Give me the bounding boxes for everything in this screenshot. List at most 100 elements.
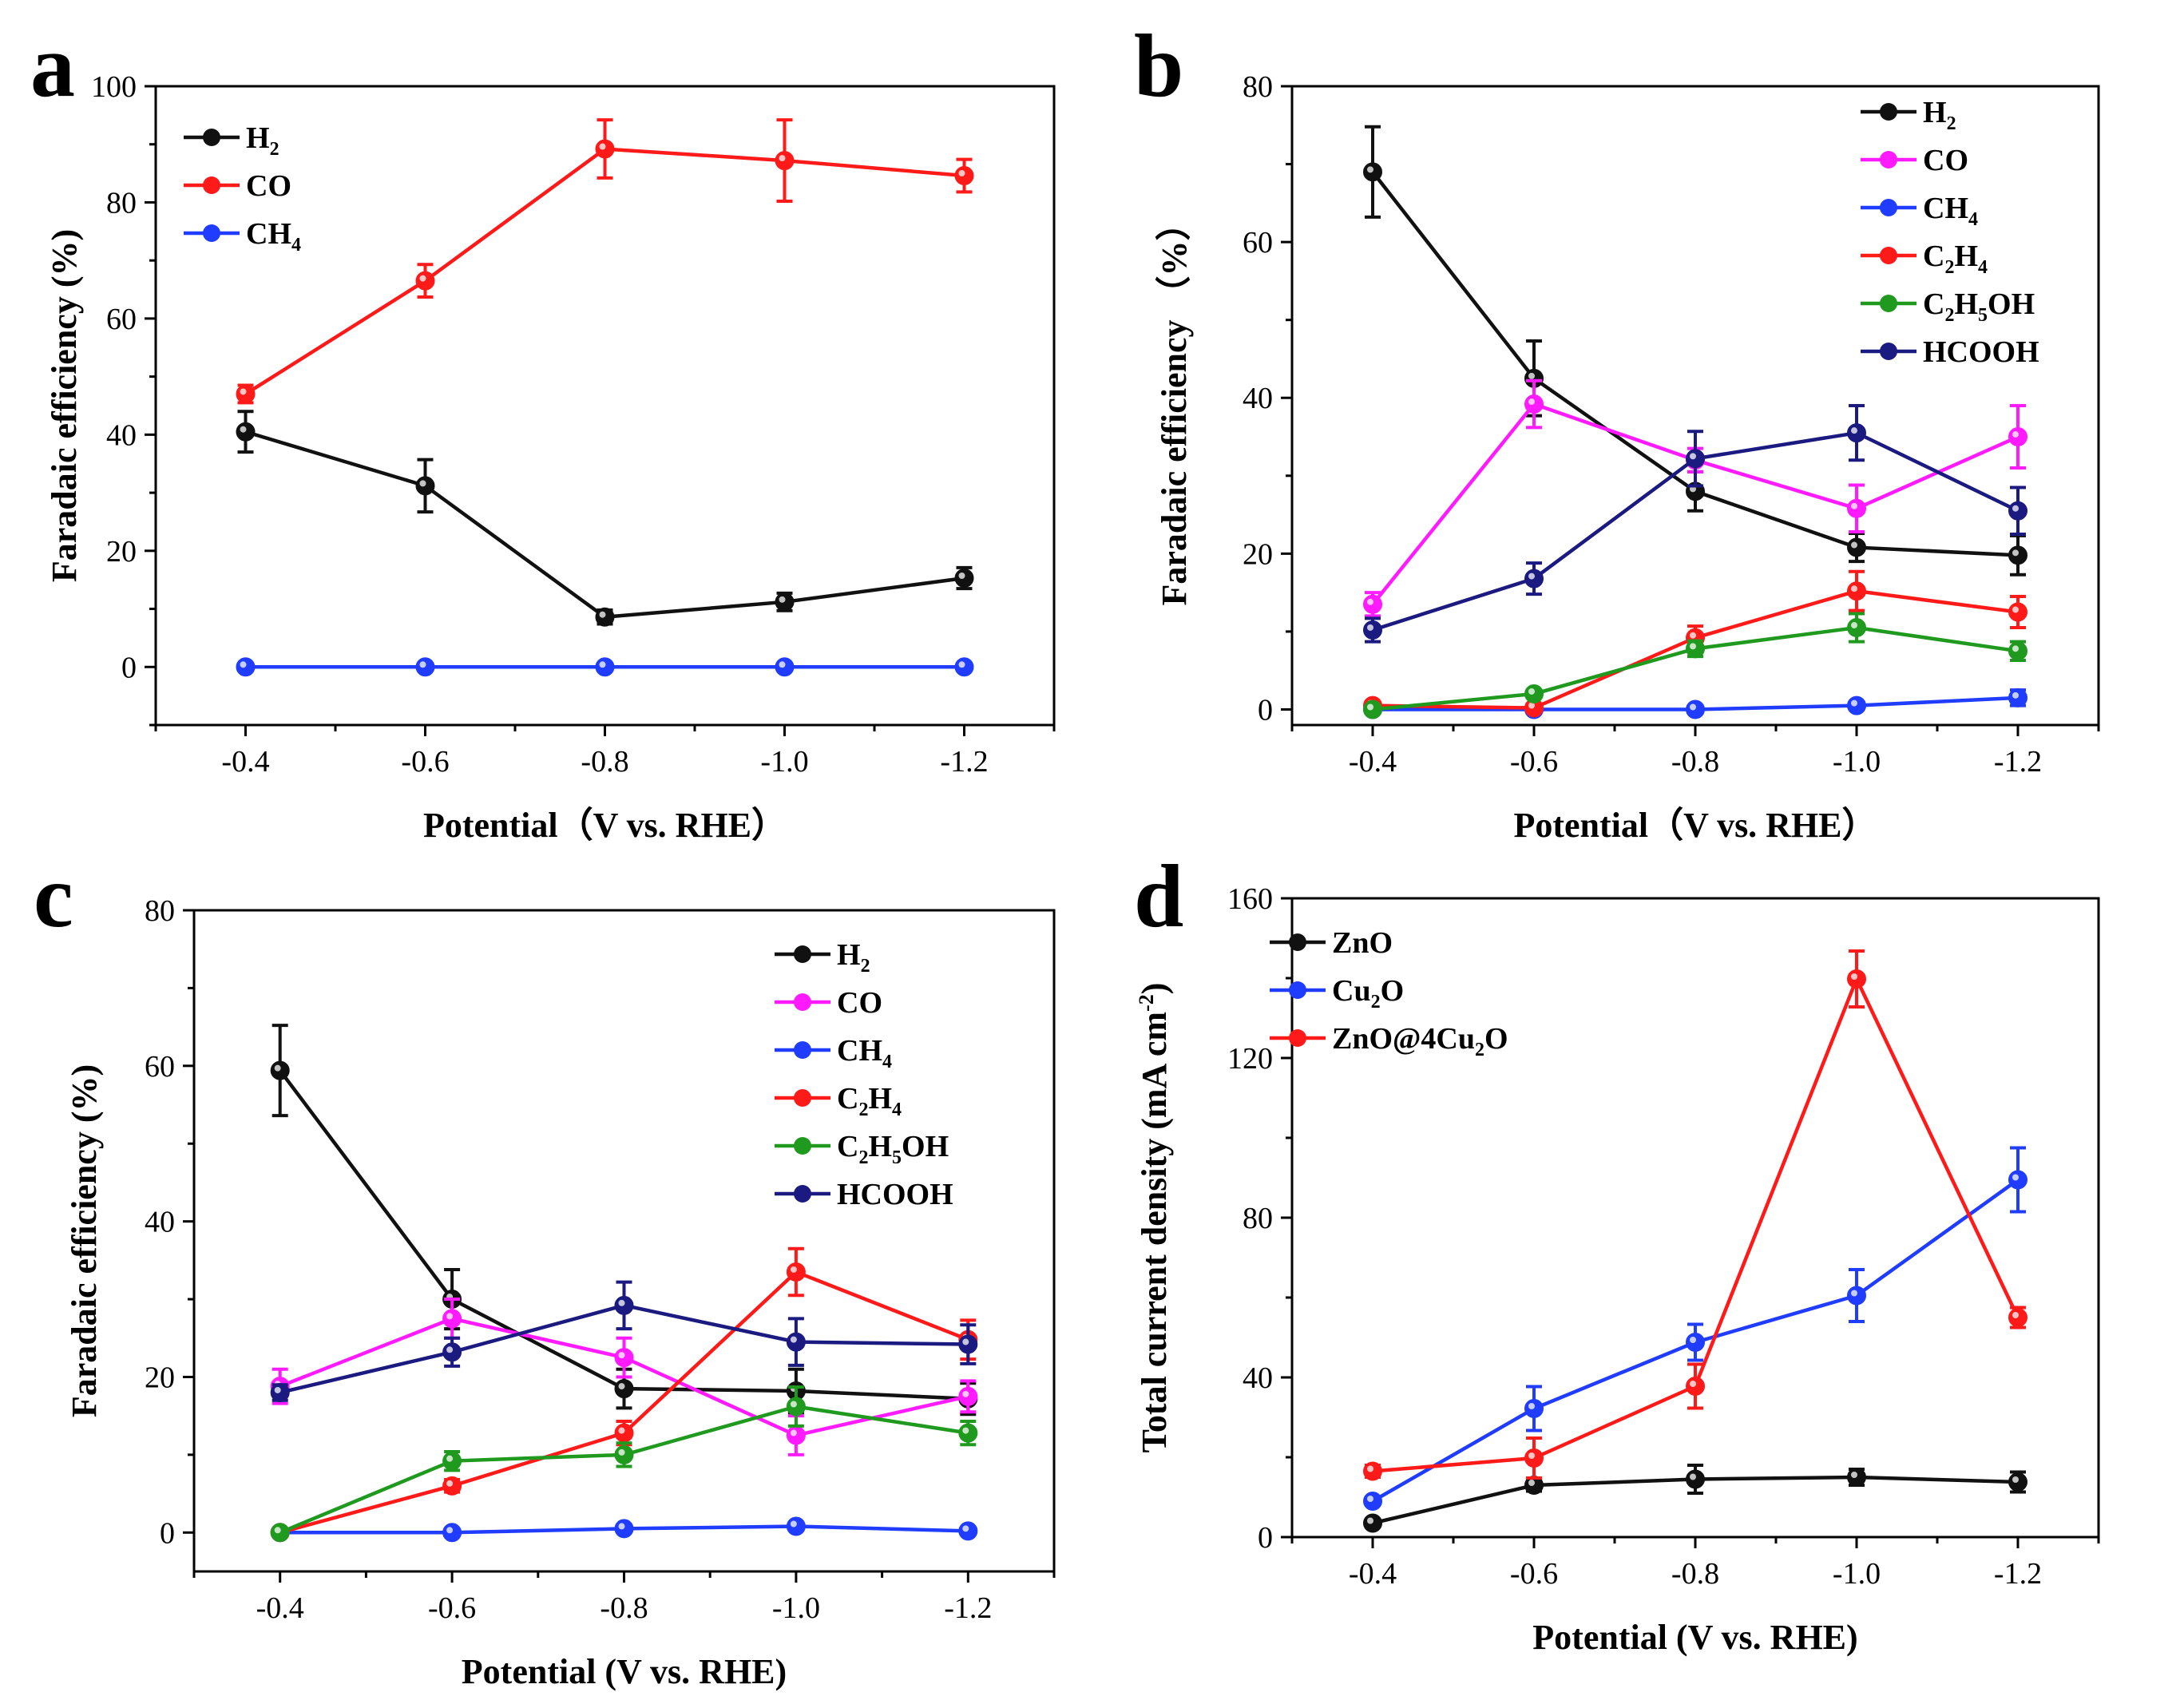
data-point-highlight (791, 1266, 797, 1273)
data-point (959, 1425, 977, 1442)
panel-c: c-0.4 -0.6 -0.8 -1.0 -1.2020406080Potential … (34, 847, 1054, 1691)
data-point (597, 141, 614, 158)
data-point-highlight (1690, 643, 1696, 649)
y-tick-label: 40 (145, 1206, 175, 1239)
x-tick-label: -1.2 (944, 1591, 992, 1625)
legend-marker (1880, 199, 1897, 216)
x-tick-label: -0.8 (1671, 1557, 1719, 1591)
panel-d: d-0.4 -0.6 -0.8 -1.0 -1.204080120160Potentia… (1134, 847, 2099, 1657)
y-tick-label: 120 (1227, 1042, 1273, 1076)
x-tick-label: -0.4 (1349, 1557, 1397, 1591)
data-point-highlight (962, 1339, 969, 1345)
y-tick-label: 100 (91, 70, 137, 104)
legend-entry: CO (1861, 144, 1968, 177)
data-point-highlight (2012, 1175, 2019, 1181)
data-point (616, 1297, 633, 1314)
data-point-highlight (1528, 573, 1535, 580)
y-tick-label: 160 (1227, 882, 1273, 916)
data-point (443, 1524, 461, 1541)
x-tick-label: -0.4 (256, 1591, 304, 1625)
x-tick-label: -0.6 (428, 1591, 476, 1625)
data-point (417, 658, 434, 676)
data-point (417, 477, 434, 494)
data-point-highlight (446, 1480, 453, 1487)
panel-a: a -0.4 -0.6 -0.8 -1.0 -1.2 0 20 40 60 80 100 Potenti… (30, 17, 1054, 845)
data-point (1848, 500, 1865, 517)
data-point-highlight (2012, 431, 2019, 438)
data-point-highlight (619, 1352, 625, 1358)
data-point-highlight (1367, 166, 1373, 172)
data-point (237, 423, 255, 441)
x-tick-label: -1.2 (1994, 745, 2042, 779)
legend-label: CH4 (837, 1034, 892, 1072)
data-point (776, 658, 794, 676)
data-point (272, 1062, 289, 1080)
data-point-highlight (791, 1337, 797, 1343)
figure: a-0.4 -0.6 -0.8 -1.0 -1.2020406080100Potenti… (0, 0, 2184, 1696)
y-tick-label: 20 (1243, 537, 1273, 571)
legend-marker (1880, 103, 1897, 121)
data-point-highlight (275, 1065, 281, 1072)
x-axis-label: Potential（V vs. RHE） (423, 806, 787, 845)
legend-entry: CH4 (1861, 192, 1978, 230)
data-point-highlight (2012, 607, 2019, 613)
x-tick-label: -0.8 (1671, 745, 1719, 779)
data-point-highlight (1851, 427, 1857, 434)
data-point (272, 1384, 289, 1401)
data-point (2009, 428, 2027, 446)
data-point-highlight (1367, 1466, 1373, 1472)
data-point (443, 1477, 461, 1495)
data-point (1687, 700, 1704, 718)
data-point-highlight (779, 661, 786, 668)
panel-letter: b (1134, 17, 1183, 116)
data-point (956, 658, 973, 676)
legend-label: C2H4 (1923, 240, 1988, 278)
legend-label: C2H4 (837, 1082, 902, 1120)
data-point (787, 1427, 805, 1444)
data-point-highlight (2012, 1312, 2019, 1318)
legend-entry: Cu2O (1270, 974, 1404, 1012)
y-tick-label: 80 (1243, 1202, 1273, 1235)
data-point (1525, 395, 1543, 413)
legend-label: HCOOH (837, 1178, 953, 1211)
data-point (616, 1380, 633, 1397)
legend-entry: CH4 (184, 217, 301, 256)
data-point-highlight (1528, 373, 1535, 379)
axes-frame (1292, 898, 2099, 1537)
x-axis-label: Potential（V vs. RHE） (1513, 806, 1877, 845)
data-point (1848, 970, 1865, 988)
data-point-highlight (2012, 505, 2019, 512)
legend-label: H2 (1923, 96, 1956, 134)
data-point (1364, 596, 1381, 613)
y-tick-label: 0 (121, 651, 137, 684)
data-point-highlight (275, 1387, 281, 1393)
legend-entry: HCOOH (1861, 335, 2039, 369)
legend-entry: C2H5OH (775, 1130, 949, 1168)
data-point-highlight (619, 1523, 625, 1529)
y-tick-label: 60 (1243, 226, 1273, 260)
y-tick-label: 80 (106, 186, 137, 220)
legend-entry: H2 (184, 121, 279, 160)
data-point (1848, 619, 1865, 636)
data-point-highlight (962, 1525, 969, 1532)
data-point (597, 608, 614, 626)
data-point (237, 385, 255, 402)
legend-marker (1289, 1029, 1306, 1047)
series-b-2 (1364, 689, 2027, 719)
legend-label: C2H5OH (837, 1130, 949, 1168)
data-point-highlight (959, 661, 965, 668)
data-point-highlight (275, 1527, 281, 1533)
data-point (956, 569, 973, 587)
y-tick-label: 20 (145, 1361, 175, 1394)
data-point-highlight (600, 612, 606, 618)
series-c-4 (272, 1387, 977, 1541)
data-point-highlight (420, 480, 426, 486)
legend-label: H2 (837, 938, 870, 977)
legend-entry: H2 (1861, 96, 1956, 134)
data-point-highlight (959, 170, 965, 176)
legend-marker (1880, 295, 1897, 312)
data-point-highlight (600, 144, 606, 150)
data-point-highlight (619, 1449, 625, 1456)
y-axis-label: Faradaic efficiency (%) (45, 229, 84, 582)
legend-marker (794, 1041, 811, 1059)
